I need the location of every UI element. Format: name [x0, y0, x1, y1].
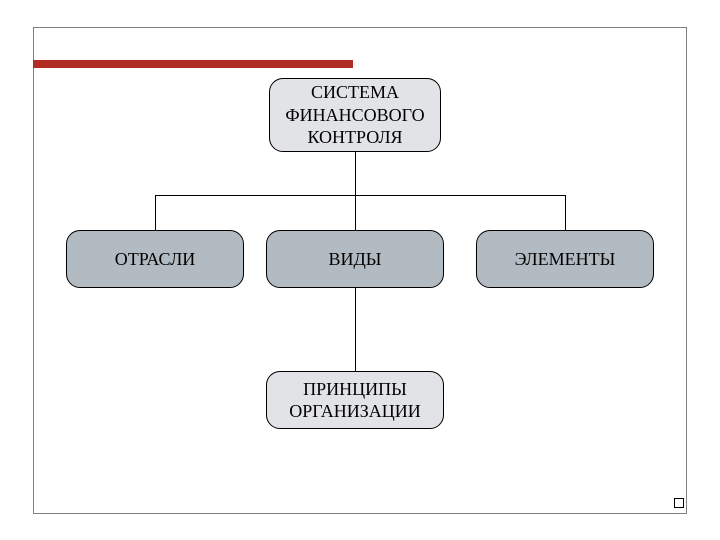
page-turn-icon — [674, 498, 684, 508]
node-left: ОТРАСЛИ — [66, 230, 244, 288]
node-root: СИСТЕМА ФИНАНСОВОГО КОНТРОЛЯ — [269, 78, 441, 152]
node-mid: ВИДЫ — [266, 230, 444, 288]
connector-line — [565, 195, 566, 230]
connector-line — [155, 195, 156, 230]
connector-line — [355, 288, 356, 371]
connector-line — [355, 152, 356, 195]
accent-bar — [33, 60, 353, 68]
connector-line — [155, 195, 565, 196]
node-right: ЭЛЕМЕНТЫ — [476, 230, 654, 288]
connector-line — [355, 195, 356, 230]
node-bottom: ПРИНЦИПЫ ОРГАНИЗАЦИИ — [266, 371, 444, 429]
